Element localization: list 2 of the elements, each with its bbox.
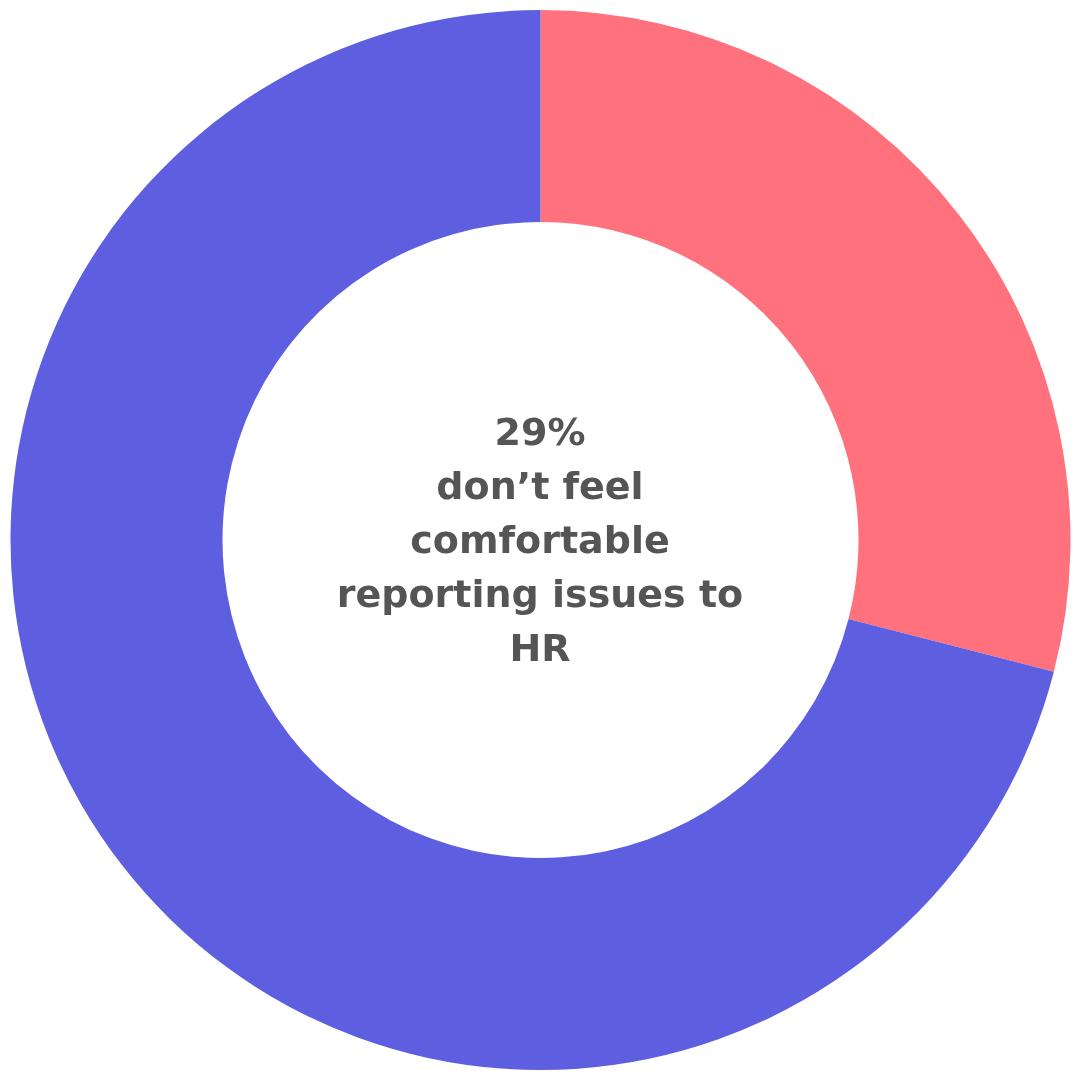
text: don’t feel comfortable reporting issues to HR	[335, 463, 745, 672]
text: 29%	[493, 409, 587, 456]
